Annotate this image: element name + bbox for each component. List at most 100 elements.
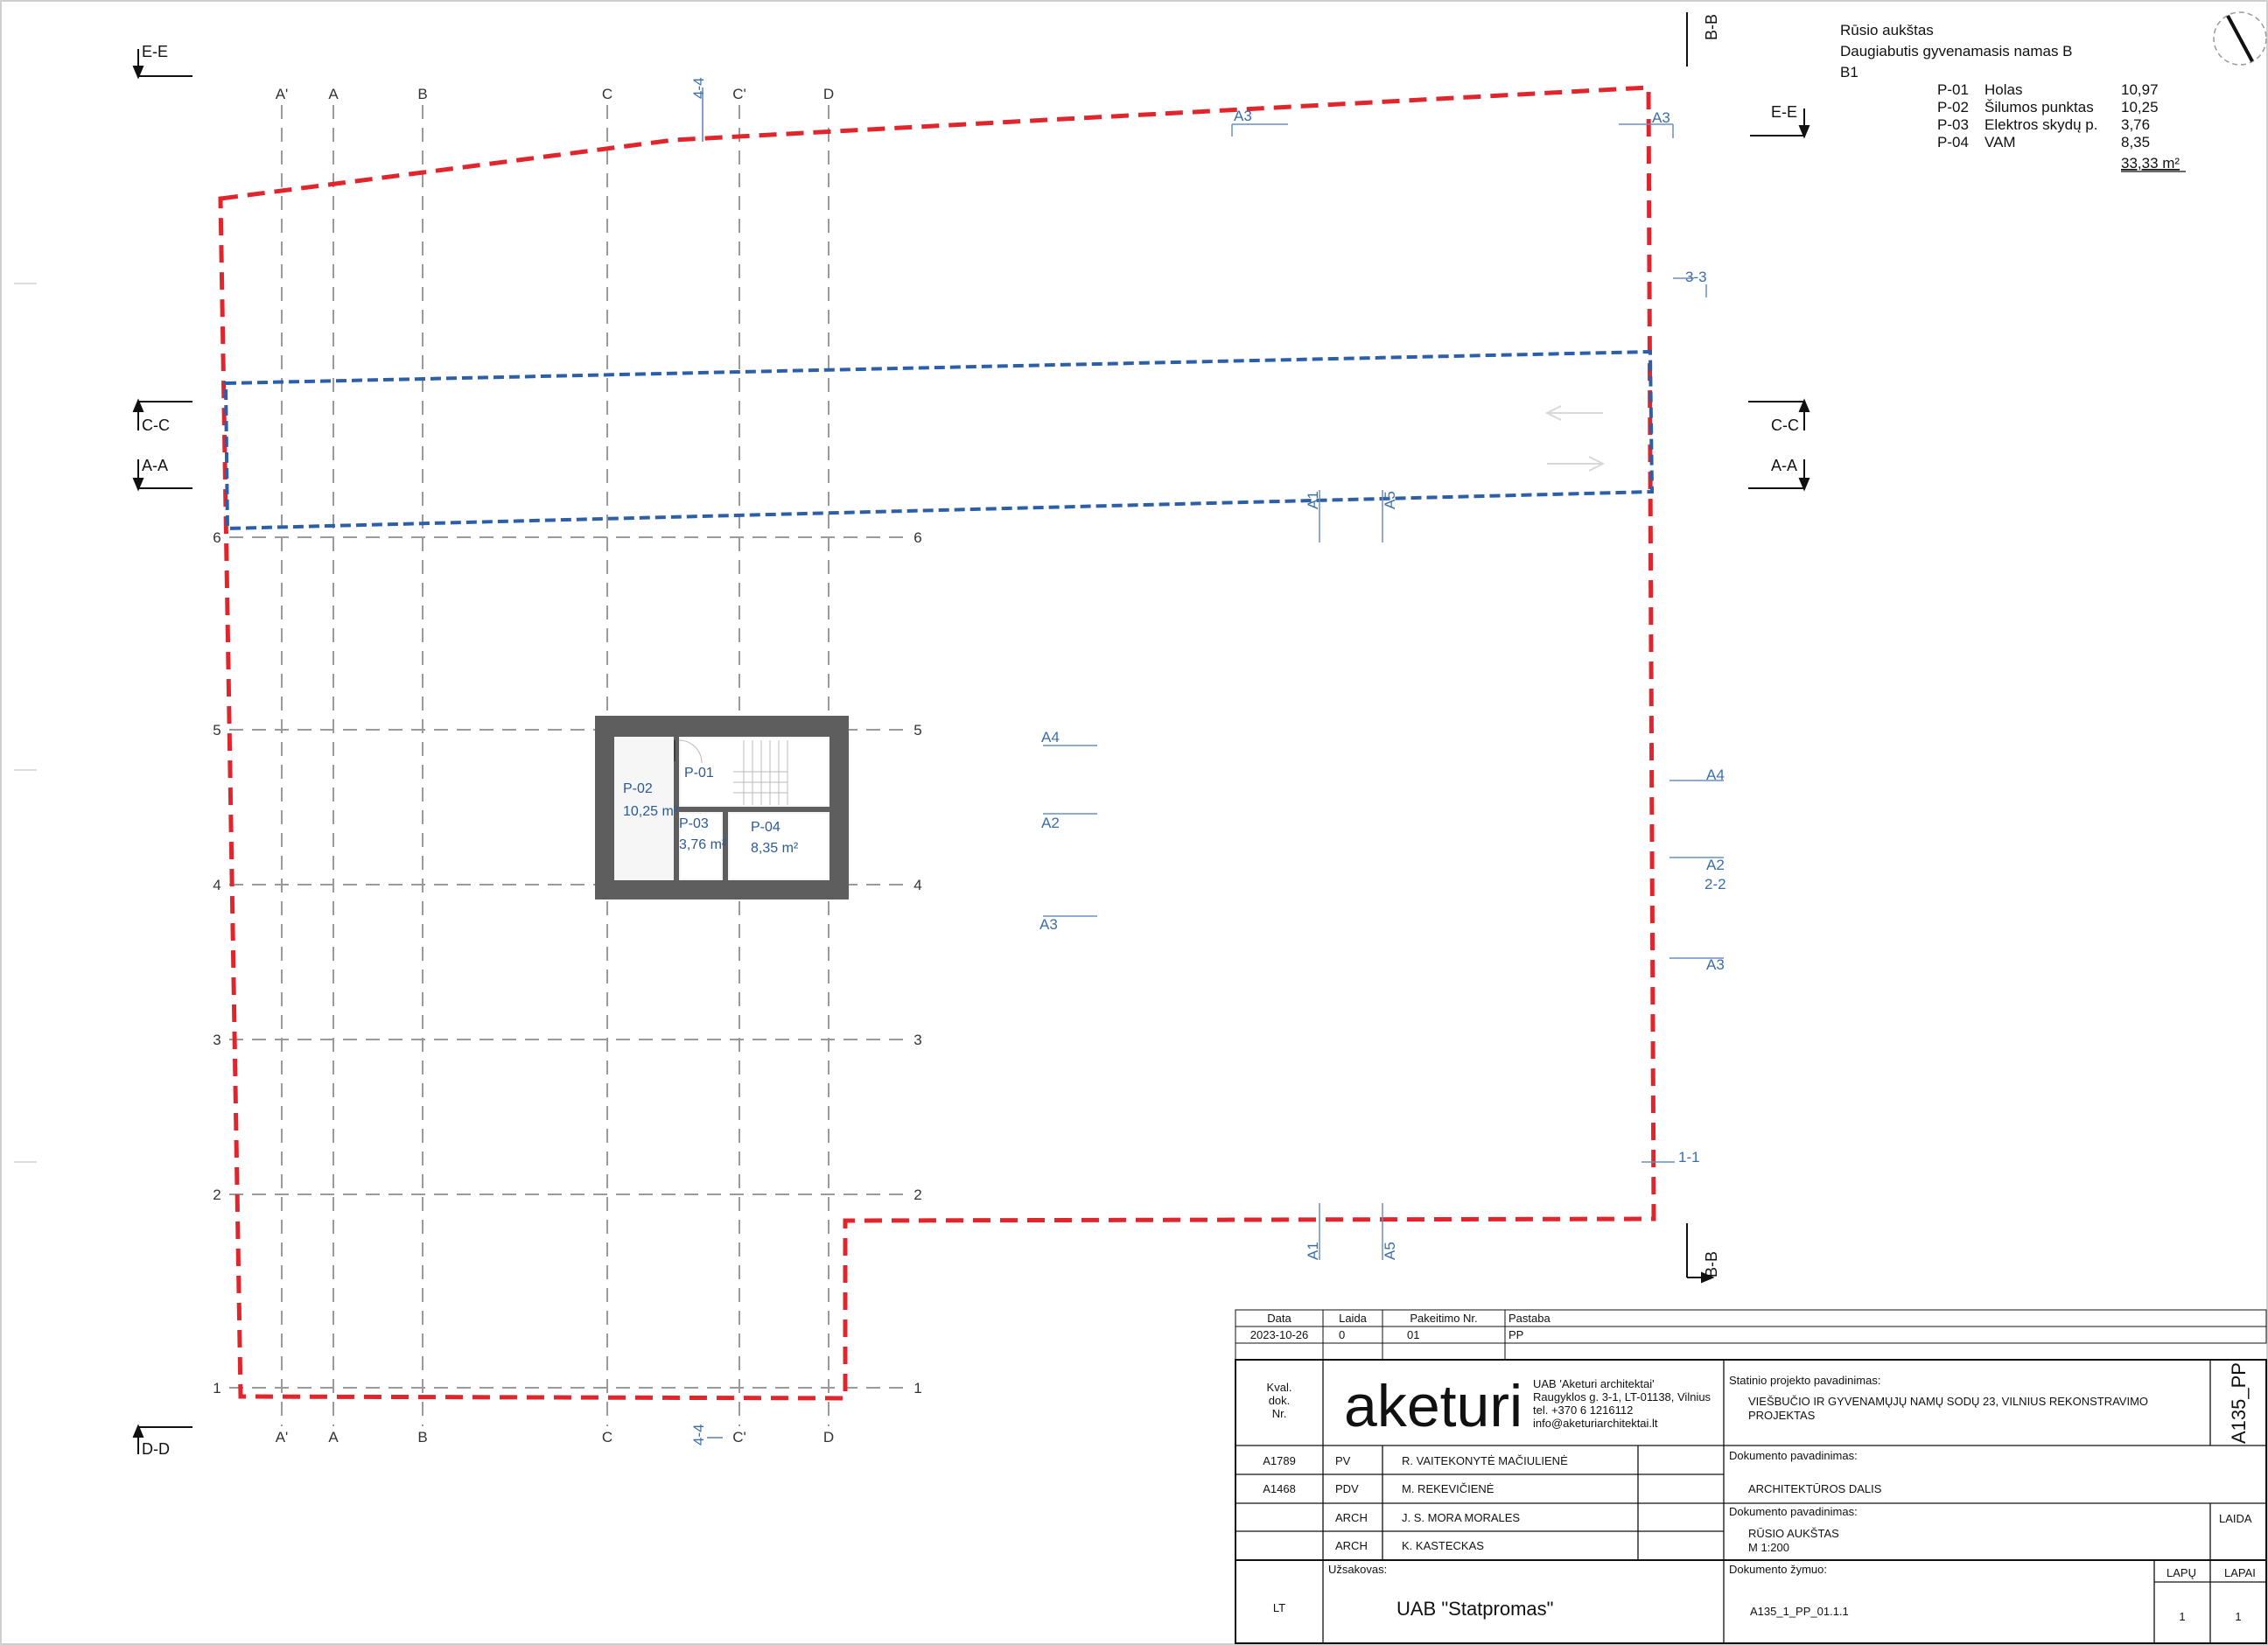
axis-label-c-prime: C' (732, 86, 746, 102)
axis-label-4-left: 4 (213, 877, 220, 893)
elev-a2-left: A2 (1041, 815, 1060, 831)
axis-label-5-left: 5 (213, 722, 220, 738)
staff-row: A1468 PDV M. REKEVIČIENĖ (1263, 1482, 1494, 1495)
svg-text:P-02: P-02 (1937, 99, 1969, 116)
rev-issue: 0 (1339, 1328, 1345, 1341)
legend-row: P-02 Šilumos punktas 10,25 (1937, 99, 2159, 116)
svg-text:ARCH: ARCH (1335, 1539, 1368, 1552)
axis-label-6-left: 6 (213, 529, 220, 546)
doc-label-2: Dokumento pavadinimas: (1729, 1505, 1858, 1518)
grid-labels-side: 6 5 4 3 2 1 6 5 4 3 2 1 (213, 529, 921, 1396)
axis-label-a-bottom: A (328, 1429, 339, 1446)
axis-label-d: D (823, 86, 834, 102)
company-address: Raugyklos g. 3-1, LT-01138, Vilnius (1533, 1390, 1712, 1404)
doc-code-label: Dokumento žymuo: (1729, 1563, 1827, 1576)
staff-row: ARCH K. KASTECKAS (1335, 1539, 1484, 1552)
staff-row: A1789 PV R. VAITEKONYTĖ MAČIULIENĖ (1263, 1454, 1568, 1467)
elev-a5-bottom: A5 (1382, 1242, 1398, 1260)
rev-change: 01 (1407, 1328, 1419, 1341)
sheets-label: LAPŲ (2166, 1566, 2196, 1579)
svg-text:K. KASTECKAS: K. KASTECKAS (1402, 1539, 1484, 1552)
legend-building: Daugiabutis gyvenamasis namas B (1840, 43, 2073, 60)
stair-treads (733, 740, 788, 805)
doc-name: ARCHITEKTŪROS DALIS (1748, 1482, 1882, 1495)
section-4-4-label-top: 4-4 (690, 77, 707, 99)
svg-text:10,97: 10,97 (2121, 81, 2159, 98)
axis-label-d-bottom: D (823, 1429, 834, 1446)
room-p03-area: 3,76 m² (679, 837, 727, 852)
axis-label-1-right: 1 (914, 1380, 921, 1396)
axis-label-b-bottom: B (417, 1429, 427, 1446)
room-p02-area: 10,25 m² (623, 804, 679, 819)
rev-header-date: Data (1267, 1312, 1292, 1325)
section-2-2: 2-2 (1704, 876, 1726, 892)
company-phone: tel. +370 6 1216112 (1533, 1404, 1633, 1417)
axis-label-b: B (417, 86, 427, 102)
axis-label-a-prime: A' (276, 86, 289, 102)
svg-text:R. VAITEKONYTĖ MAČIULIENĖ: R. VAITEKONYTĖ MAČIULIENĖ (1402, 1454, 1568, 1467)
client-name: UAB "Statpromas" (1396, 1598, 1553, 1620)
project-name-line1: VIEŠBUČIO IR GYVENAMŲJŲ NAMŲ SODŲ 23, VI… (1748, 1395, 2148, 1408)
room-p03-label: P-03 (679, 816, 709, 831)
elev-a1-bottom: A1 (1305, 1242, 1321, 1260)
project-label: Statinio projekto pavadinimas: (1729, 1374, 1880, 1387)
project-code-vertical: A135_PP (2228, 1362, 2250, 1444)
section-cc-right: C-C (1771, 416, 1799, 434)
svg-text:P-04: P-04 (1937, 134, 1969, 150)
axis-label-2-right: 2 (914, 1186, 921, 1203)
doc-code: A135_1_PP_01.1.1 (1750, 1605, 1849, 1618)
elev-a3-top-left: A3 (1234, 108, 1252, 124)
laida-label: LAIDA (2219, 1512, 2252, 1525)
svg-text:Holas: Holas (1984, 81, 2022, 98)
company-logo: aketuri (1344, 1373, 1522, 1439)
svg-text:PV: PV (1335, 1454, 1351, 1467)
axis-label-1-left: 1 (213, 1380, 220, 1396)
project-name-line2: PROJEKTAS (1748, 1409, 1816, 1422)
staff-row: ARCH J. S. MORA MORALES (1335, 1511, 1520, 1524)
axis-label-2-left: 2 (213, 1186, 220, 1203)
svg-text:Šilumos punktas: Šilumos punktas (1984, 99, 2094, 116)
elev-a3-top-right: A3 (1652, 109, 1670, 126)
section-1-1: 1-1 (1678, 1149, 1700, 1166)
section-4-4-top: 4-4 (690, 77, 707, 142)
svg-text:PDV: PDV (1335, 1482, 1359, 1495)
legend-title: Rūsio aukštas (1840, 22, 1934, 38)
area-legend: Rūsio aukštas Daugiabutis gyvenamasis na… (1840, 22, 2186, 172)
kval-label-2: dok. (1269, 1394, 1291, 1407)
svg-text:10,25: 10,25 (2121, 99, 2159, 116)
company-name: UAB 'Aketuri architektai' (1533, 1377, 1655, 1390)
elev-a1-top: A1 (1305, 491, 1321, 509)
svg-text:VAM: VAM (1984, 134, 2016, 150)
company-email: info@aketuriarchitektai.lt (1533, 1417, 1658, 1430)
elev-a3-right: A3 (1706, 956, 1725, 973)
elev-a2-right: A2 (1706, 857, 1725, 873)
door-swing (678, 739, 703, 764)
elev-a4-left: A4 (1041, 729, 1060, 746)
axis-label-a-prime-bottom: A' (276, 1429, 289, 1446)
axis-label-5-right: 5 (914, 722, 921, 738)
legend-row: P-03 Elektros skydų p. 3,76 (1937, 116, 2150, 133)
section-4-4-label-bottom: 4-4 (690, 1424, 707, 1446)
kval-label-3: Nr. (1272, 1407, 1287, 1420)
rev-header-note: Pastaba (1508, 1312, 1550, 1325)
legend-row: P-04 VAM 8,35 (1937, 134, 2150, 150)
svg-text:Elektros skydų p.: Elektros skydų p. (1984, 116, 2097, 133)
sheet-number: 1 (2235, 1610, 2241, 1623)
svg-text:M. REKEVIČIENĖ: M. REKEVIČIENĖ (1402, 1482, 1494, 1495)
doc-label: Dokumento pavadinimas: (1729, 1449, 1858, 1462)
sheets-count: 1 (2179, 1610, 2185, 1623)
ramp-outline (223, 349, 1655, 531)
stair-core: P-02 10,25 m² P-01 P-03 3,76 m² P-04 8,3… (595, 716, 849, 900)
axis-label-c-prime-bottom: C' (732, 1429, 746, 1446)
legend-total: 33,33 m² (2121, 155, 2180, 172)
section-ee-right: E-E (1771, 103, 1797, 121)
axis-label-6-right: 6 (914, 529, 921, 546)
axis-label-a: A (328, 86, 339, 102)
legend-row: P-01 Holas 10,97 (1937, 81, 2159, 98)
svg-text:P-03: P-03 (1937, 116, 1969, 133)
elev-a3-left: A3 (1040, 916, 1058, 933)
section-4-4-bottom: 4-4 (690, 1424, 723, 1446)
section-aa-left: A-A (142, 457, 168, 474)
elev-a5-top: A5 (1382, 491, 1398, 509)
